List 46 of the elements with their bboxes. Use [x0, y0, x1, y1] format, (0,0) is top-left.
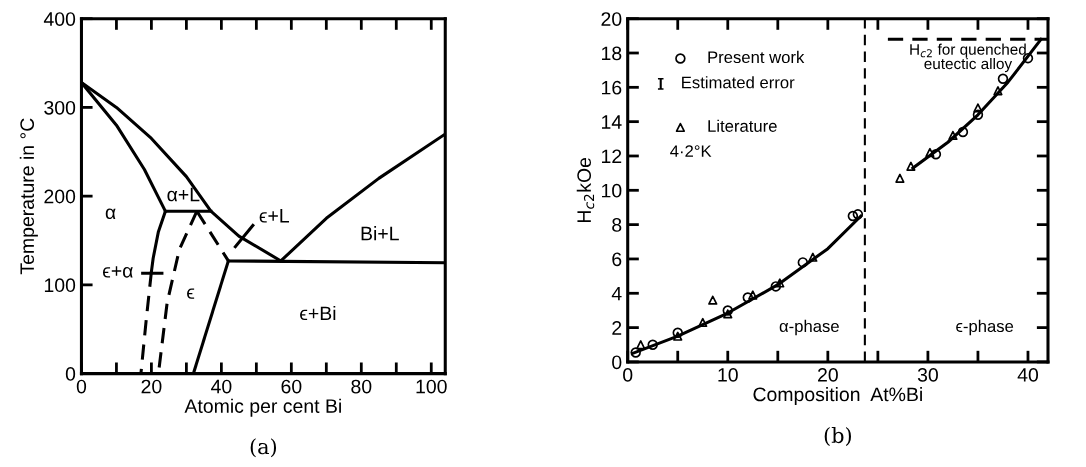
y-tick-label: 200: [44, 189, 76, 204]
x-axis-title: Atomic per cent Bi: [184, 398, 341, 417]
legend-label: Literature: [708, 119, 777, 132]
y-tick-label: 8: [612, 218, 622, 232]
y-axis-title: H$_{c2}$kOe: [576, 157, 595, 223]
y-tick-label: 100: [44, 278, 76, 293]
y-axis-title: Temperature in °C: [19, 118, 38, 275]
annotation: Estimated error: [682, 76, 795, 89]
annotation: α: [105, 208, 116, 220]
y-tick-label: 20: [601, 12, 622, 26]
annotation: Bi+L: [361, 226, 399, 241]
y-tick-label: 10: [602, 183, 622, 198]
x-tick-label: 40: [1017, 367, 1039, 382]
y-tick-label: 4: [611, 286, 622, 301]
x-tick-label: 30: [917, 367, 938, 382]
x-tick-label: 40: [211, 379, 232, 394]
y-tick-label: 12: [602, 149, 622, 164]
annotation: ϵ-phase: [956, 319, 1014, 336]
text: (a): [250, 438, 277, 458]
x-tick-label: 100: [416, 379, 447, 394]
y-tick-label: 18: [602, 46, 622, 61]
x-axis-title: Composition At%Bi: [753, 387, 922, 406]
text: (b): [824, 427, 851, 447]
x-tick-label: 20: [141, 379, 162, 394]
x-tick-label: 0: [76, 379, 87, 394]
annotation: ϵ+Bi: [300, 305, 336, 321]
x-tick-label: 20: [818, 367, 838, 382]
annotation: α-phase: [779, 319, 839, 336]
annotation: ϵ: [187, 288, 195, 299]
annotation: H$_{c2}$ for quenched eutectic alloy: [910, 43, 1026, 73]
x-tick-label: 60: [281, 379, 302, 394]
annotation: 4·2°K: [670, 145, 712, 157]
annotation: α+L: [167, 187, 200, 202]
y-tick-label: 14: [602, 115, 622, 129]
x-tick-label: 0: [623, 367, 633, 382]
x-tick-label: 80: [351, 379, 372, 394]
y-tick-label: 300: [44, 100, 76, 115]
y-tick-label: 6: [612, 252, 622, 267]
y-tick-label: 400: [43, 12, 76, 26]
annotation: ϵ+α: [103, 266, 133, 278]
y-tick-label: 0: [612, 355, 622, 370]
y-tick-label: 16: [602, 80, 622, 95]
x-tick-label: 10: [718, 367, 738, 382]
y-tick-label: 2: [612, 321, 622, 335]
annotation: ϵ+L: [259, 209, 289, 223]
legend-label: Present work: [708, 50, 805, 64]
